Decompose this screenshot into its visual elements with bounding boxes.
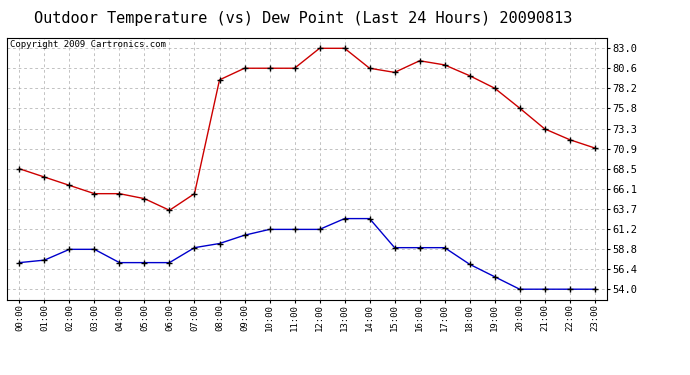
Text: Copyright 2009 Cartronics.com: Copyright 2009 Cartronics.com [10,40,166,49]
Text: Outdoor Temperature (vs) Dew Point (Last 24 Hours) 20090813: Outdoor Temperature (vs) Dew Point (Last… [34,11,573,26]
